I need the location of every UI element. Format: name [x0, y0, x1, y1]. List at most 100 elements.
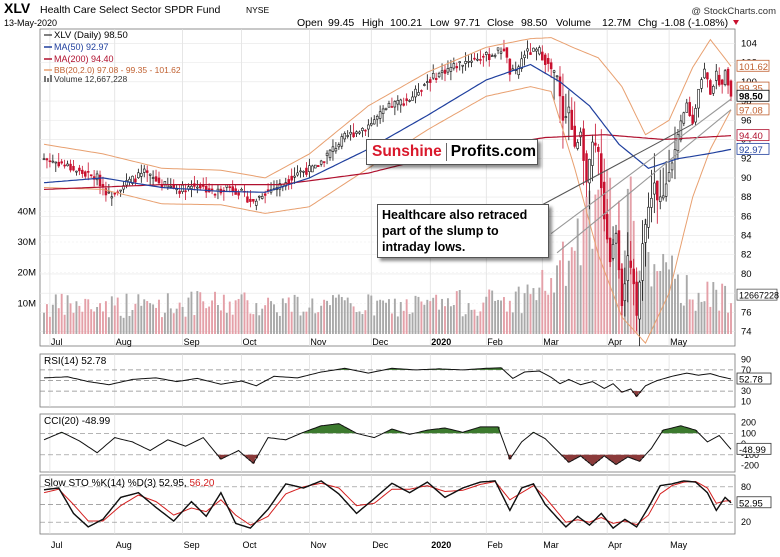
x-tick-label-bottom: Oct — [243, 540, 258, 550]
volume-bar — [441, 298, 444, 334]
volume-bar — [231, 314, 234, 334]
axis-layer: JulJulAugAugSepSepOctOctNovNovDecDec2020… — [18, 38, 780, 550]
price-value-tag-text: 92.97 — [739, 145, 763, 156]
cci-panel-frame — [39, 413, 736, 473]
volume-bar — [137, 294, 140, 334]
x-tick-label-price: Dec — [372, 337, 389, 347]
volume-bar — [567, 260, 570, 334]
volume-bar — [252, 314, 255, 334]
candle — [372, 115, 376, 125]
rsi-name: RSI(14) — [44, 356, 78, 367]
x-tick-label-price: 2020 — [431, 337, 451, 347]
candle — [299, 167, 302, 178]
volume-bar — [582, 209, 585, 334]
annotation-pointer — [539, 123, 693, 207]
volume-bar — [267, 297, 270, 334]
candle — [190, 180, 193, 198]
candle — [84, 170, 87, 179]
volume-bar — [488, 289, 491, 334]
candle — [107, 184, 111, 195]
volume-bar — [479, 311, 482, 334]
volume-bar — [119, 315, 122, 334]
candle — [110, 191, 114, 206]
volume-bar — [494, 300, 497, 334]
down-arrow-icon — [733, 20, 739, 25]
volume-bar — [694, 310, 697, 334]
chg-value: -1.08 (-1.08%) — [661, 17, 728, 29]
volume-bar — [87, 299, 90, 334]
candle — [69, 159, 72, 173]
volume-bar — [163, 312, 166, 334]
candle — [178, 184, 181, 198]
price-value-tag-text: 98.50 — [739, 92, 763, 103]
candle — [712, 84, 715, 96]
volume-bar — [287, 297, 290, 334]
cci-value: -48.99 — [82, 416, 111, 427]
candle — [375, 114, 379, 127]
rsi-y-tick-label: 70 — [741, 365, 751, 375]
candle — [549, 58, 553, 79]
candle — [653, 153, 656, 214]
volume-bar — [361, 313, 364, 334]
candle — [493, 53, 497, 59]
volume-bar — [679, 302, 682, 334]
candle — [706, 72, 709, 88]
volume-bar — [662, 253, 665, 334]
volume-bar — [396, 316, 399, 334]
volume-bar — [715, 289, 718, 334]
candle — [337, 142, 341, 150]
candle — [423, 82, 426, 87]
candle — [543, 52, 547, 75]
volume-bar — [500, 300, 502, 334]
candle — [526, 40, 529, 59]
candle — [240, 187, 243, 191]
volume-bar — [505, 311, 508, 334]
volume-bar — [408, 313, 411, 334]
volume-bar — [128, 315, 131, 334]
trendline-upper — [550, 98, 732, 235]
candle — [620, 263, 624, 316]
candle — [296, 165, 299, 177]
volume-bar — [308, 307, 311, 334]
volume-bar — [449, 306, 452, 334]
volume-bar — [665, 262, 668, 334]
volume-bar — [84, 298, 87, 334]
volume-bar — [520, 313, 523, 334]
candle — [720, 78, 724, 94]
candle — [302, 170, 305, 178]
volume-bar — [178, 302, 181, 334]
candle — [520, 51, 523, 72]
cci-y-tick-label: -100 — [741, 450, 759, 460]
volume-bar — [228, 301, 231, 334]
candle — [414, 85, 417, 104]
volume-bar — [113, 305, 116, 334]
volume-bar — [358, 311, 361, 334]
x-tick-label-price: Apr — [608, 337, 622, 347]
volume-bar — [411, 312, 414, 334]
volume-bar — [405, 299, 408, 334]
volume-y-tick-label: 20M — [18, 268, 37, 279]
volume-bar — [270, 301, 272, 334]
price-value-tag-text: 99.35 — [739, 84, 763, 95]
volume-bar — [503, 297, 505, 334]
candle — [682, 111, 686, 127]
exchange-label: NYSE — [246, 5, 269, 15]
candle — [246, 190, 249, 203]
volume-bar — [544, 290, 547, 334]
candle — [151, 170, 155, 186]
cci-y-tick-label: 200 — [741, 418, 756, 428]
candle — [355, 130, 358, 138]
volume-bar — [222, 294, 225, 334]
volume-bar — [110, 296, 113, 334]
volume-bar — [659, 270, 662, 334]
volume-bar — [594, 194, 597, 334]
volume-bar — [240, 294, 243, 334]
brand-name-part2: Profits.com — [450, 143, 537, 160]
volume-bar — [579, 265, 582, 334]
candle — [408, 99, 411, 103]
sto-y-tick-label: 80 — [741, 482, 751, 492]
candle — [417, 83, 420, 96]
volume-bar — [464, 314, 467, 334]
candle — [576, 139, 579, 151]
volume-bar — [570, 247, 573, 334]
